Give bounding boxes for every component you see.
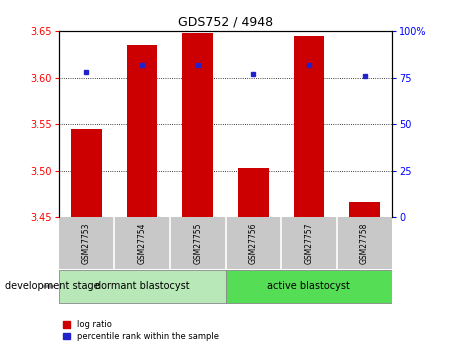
Bar — [59, 270, 226, 303]
Text: GSM27753: GSM27753 — [82, 223, 91, 264]
Bar — [226, 270, 392, 303]
Text: dormant blastocyst: dormant blastocyst — [95, 282, 189, 291]
Text: active blastocyst: active blastocyst — [267, 282, 350, 291]
Text: GSM27756: GSM27756 — [249, 223, 258, 264]
Bar — [182, 33, 213, 217]
Title: GDS752 / 4948: GDS752 / 4948 — [178, 16, 273, 29]
Bar — [349, 201, 380, 217]
Bar — [294, 36, 324, 217]
Text: development stage: development stage — [5, 282, 99, 291]
Legend: log ratio, percentile rank within the sample: log ratio, percentile rank within the sa… — [63, 321, 219, 341]
Text: GSM27755: GSM27755 — [193, 223, 202, 264]
Bar — [71, 129, 102, 217]
Text: GSM27757: GSM27757 — [304, 223, 313, 264]
Text: GSM27758: GSM27758 — [360, 223, 369, 264]
Text: GSM27754: GSM27754 — [138, 223, 147, 264]
Bar — [127, 45, 157, 217]
Bar — [238, 168, 269, 217]
